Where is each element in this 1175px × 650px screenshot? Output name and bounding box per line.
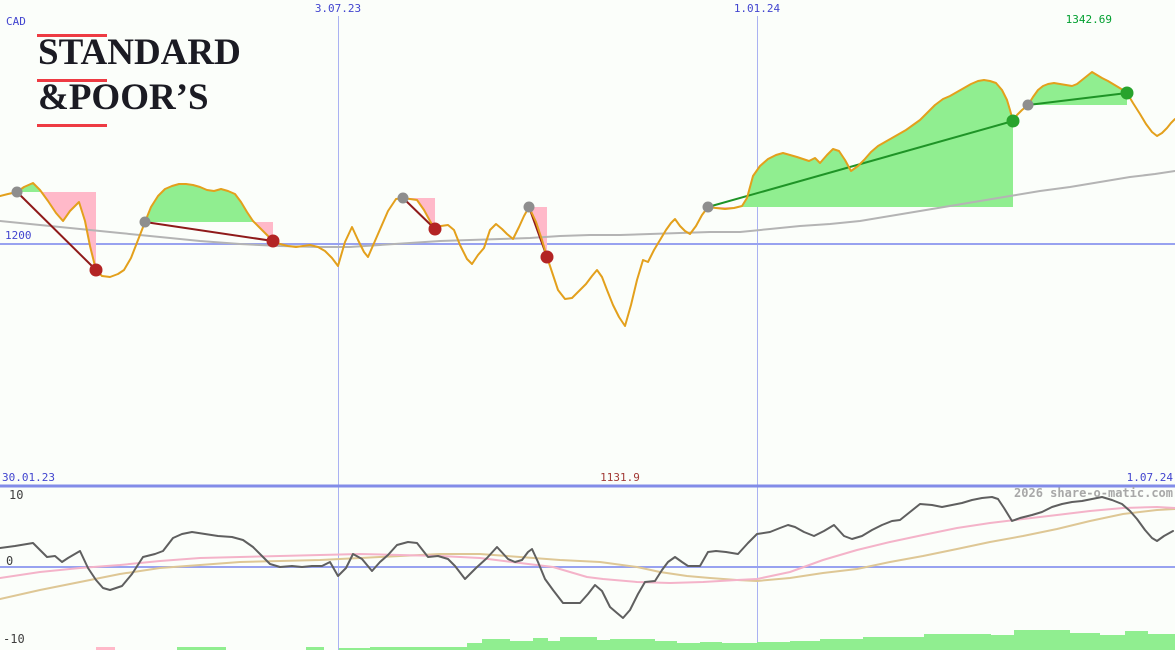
range-end-date-label: 1.07.24 <box>1126 471 1173 484</box>
osc-tick-neg10: -10 <box>3 632 25 646</box>
x-tick-date-2: 1.01.24 <box>733 2 781 15</box>
logo-rule-bottom <box>37 124 107 127</box>
price-level-label: 1200 <box>5 229 32 242</box>
logo-line-standard: STANDARD <box>38 32 241 73</box>
range-mid-value-label: 1131.9 <box>600 471 640 484</box>
range-start-date-label: 30.01.23 <box>2 471 55 484</box>
logo-line-poors: &POOR’S <box>38 77 209 118</box>
x-tick-date-1: 3.07.23 <box>314 2 362 15</box>
logo-rule-middle <box>37 79 107 82</box>
osc-tick-0: 0 <box>6 554 14 568</box>
watermark: 2026 share-o-matic.com <box>1014 486 1173 500</box>
logo-rule-top <box>37 34 107 37</box>
last-price-label: 1342.69 <box>1065 13 1112 26</box>
osc-tick-10: 10 <box>9 488 24 502</box>
currency-label: CAD <box>6 15 26 28</box>
